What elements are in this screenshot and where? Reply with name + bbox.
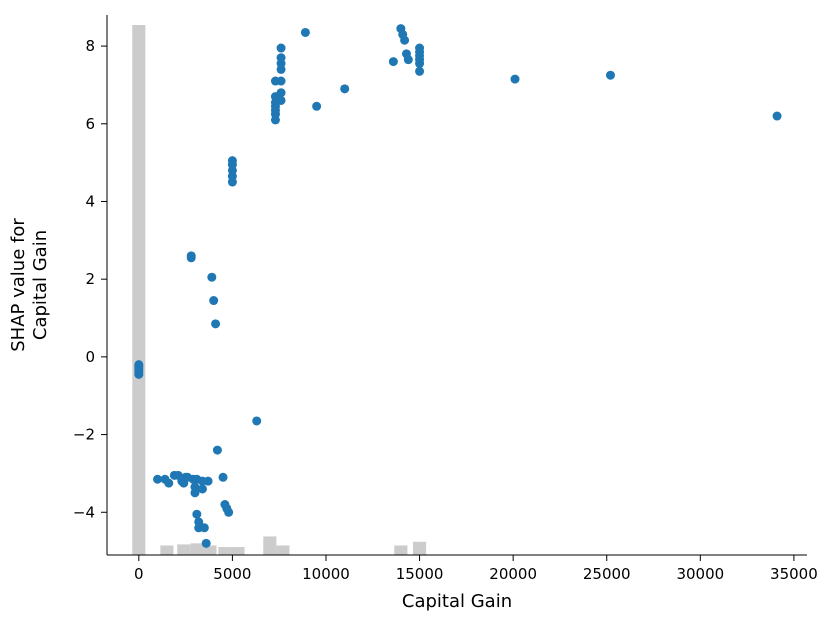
scatter-point (415, 59, 424, 68)
scatter-point (511, 75, 520, 84)
scatter-point (228, 178, 237, 187)
hist-bar (263, 536, 276, 555)
y-tick-label: −4 (73, 503, 95, 521)
hist-bar (160, 545, 173, 555)
scatter-point (190, 483, 199, 492)
scatter-point (389, 57, 398, 66)
hist-bar (276, 545, 289, 555)
x-axis-label: Capital Gain (402, 591, 512, 612)
scatter-point (211, 319, 220, 328)
scatter-point (213, 446, 222, 455)
x-tick-label: 35000 (770, 565, 818, 583)
scatter-point (164, 479, 173, 488)
y-axis-label: SHAP value forCapital Gain (8, 218, 51, 352)
scatter-point (277, 88, 286, 97)
scatter-point (204, 477, 213, 486)
scatter-point (301, 28, 310, 37)
scatter-point (209, 296, 218, 305)
y-tick-label: 2 (85, 270, 95, 288)
hist-bar (190, 543, 203, 555)
scatter-point (277, 77, 286, 86)
hist-bar (413, 542, 426, 555)
y-tick-label: 8 (85, 37, 95, 55)
scatter-point (187, 251, 196, 260)
y-tick-label: 6 (85, 115, 95, 133)
hist-bar (177, 544, 190, 555)
scatter-point (134, 360, 143, 369)
x-tick-label: 0 (134, 565, 144, 583)
y-tick-label: −2 (73, 426, 95, 444)
hist-bar (394, 545, 407, 555)
scatter-point (277, 96, 286, 105)
scatter-point (198, 484, 207, 493)
x-tick-label: 20000 (489, 565, 537, 583)
scatter-point (340, 84, 349, 93)
scatter-point (606, 71, 615, 80)
hist-bar (132, 25, 145, 555)
scatter-point (219, 473, 228, 482)
y-tick-label: 4 (85, 192, 95, 210)
scatter-point (192, 510, 201, 519)
x-tick-label: 30000 (676, 565, 724, 583)
scatter-point (277, 44, 286, 53)
scatter-point (200, 523, 209, 532)
scatter-point (773, 112, 782, 121)
scatter-point (202, 539, 211, 548)
hist-bar (231, 547, 244, 555)
scatter-point (400, 36, 409, 45)
shap-scatter-chart: 0 5000 10000 15000 20000 25000 30000 35000 −4 −2 0… (0, 0, 829, 640)
scatter-point (404, 55, 413, 64)
scatter-point (224, 508, 233, 517)
scatter-point (277, 65, 286, 74)
scatter-point (252, 416, 261, 425)
x-tick-label: 5000 (213, 565, 251, 583)
scatter-point (312, 102, 321, 111)
x-tick-label: 25000 (583, 565, 631, 583)
chart-svg: 0 5000 10000 15000 20000 25000 30000 35000 −4 −2 0… (0, 0, 829, 640)
scatter-point (415, 67, 424, 76)
hist-bar (218, 547, 231, 555)
y-tick-label: 0 (85, 348, 95, 366)
x-tick-label: 15000 (396, 565, 444, 583)
x-tick-label: 10000 (302, 565, 350, 583)
scatter-point (207, 273, 216, 282)
